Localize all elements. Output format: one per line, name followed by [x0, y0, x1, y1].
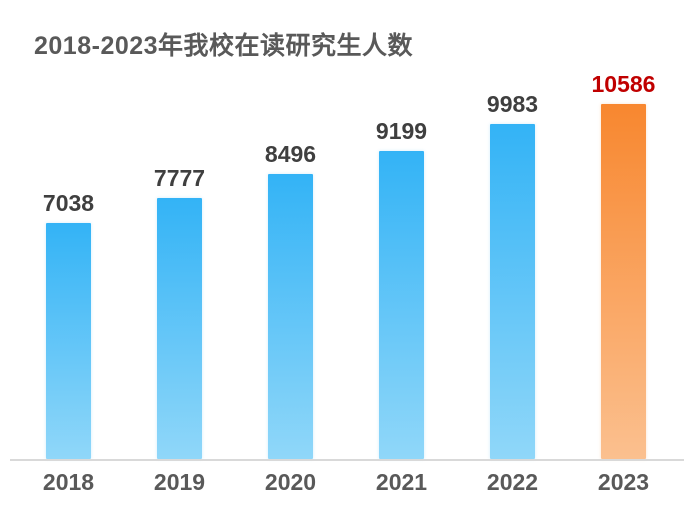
x-tick-2023: 2023 — [597, 469, 650, 495]
bar-2020 — [268, 174, 313, 459]
bar-column-2019: 7777 — [124, 165, 235, 459]
value-label-2019: 7777 — [153, 165, 206, 191]
bar-column-2020: 8496 — [235, 141, 346, 459]
x-tick-2022: 2022 — [486, 469, 539, 495]
bar-2018 — [46, 223, 91, 459]
bar-column-2022: 9983 — [457, 91, 568, 459]
bar-column-2023: 10586 — [568, 71, 679, 459]
value-label-2023: 10586 — [591, 71, 656, 97]
bar-column-2018: 7038 — [13, 190, 124, 459]
x-tick-2021: 2021 — [375, 469, 428, 495]
chart-title: 2018-2023年我校在读研究生人数 — [34, 32, 414, 60]
x-tick-2020: 2020 — [264, 469, 317, 495]
x-tick-2019: 2019 — [153, 469, 206, 495]
value-label-2018: 7038 — [42, 190, 95, 216]
bar-2022 — [490, 124, 535, 459]
bar-column-2021: 9199 — [346, 118, 457, 459]
bar-2019 — [157, 198, 202, 459]
plot-area: 7038 7777 8496 9199 9983 10586 — [13, 0, 679, 459]
value-label-2020: 8496 — [264, 141, 317, 167]
value-label-2022: 9983 — [486, 91, 539, 117]
bar-2023 — [601, 104, 646, 459]
x-tick-2018: 2018 — [42, 469, 95, 495]
x-axis-line — [10, 459, 684, 461]
bar-2021 — [379, 151, 424, 459]
value-label-2021: 9199 — [375, 118, 428, 144]
